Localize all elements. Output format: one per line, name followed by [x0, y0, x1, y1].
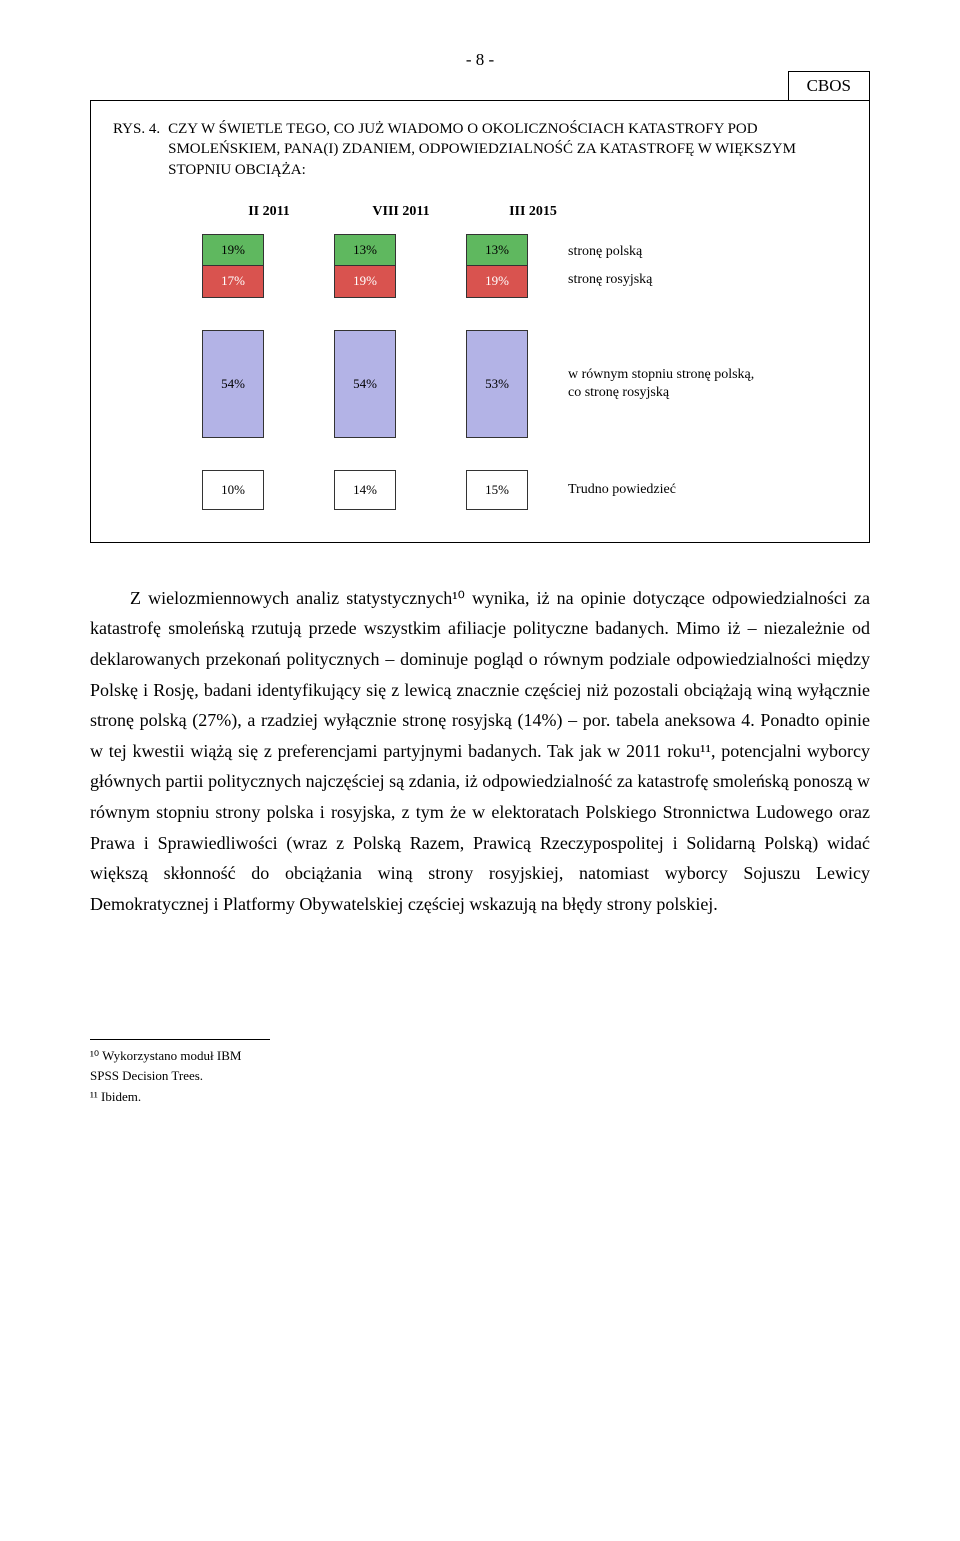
seg-mid-1: 54%	[334, 330, 396, 438]
footnote-11: ¹¹ Ibidem.	[90, 1087, 270, 1107]
chart-top-block: 19% 17% 13% 19% 13% 19% stronę polską st…	[202, 234, 758, 298]
chart-box: CBOS RYS. 4. CZY W ŚWIETLE TEGO, CO JUŻ …	[90, 100, 870, 543]
legend-cat-1: stronę rosyjską	[568, 271, 758, 289]
seg-top-0-1: 13%	[334, 234, 396, 266]
legend-top: stronę polską stronę rosyjską	[568, 243, 758, 289]
legend-bot: Trudno powiedzieć	[568, 481, 758, 499]
seg-top-0-2: 13%	[466, 234, 528, 266]
page-number: - 8 -	[90, 50, 870, 70]
seg-mid-0: 54%	[202, 330, 264, 438]
chart-area: II 2011 VIII 2011 III 2015 19% 17% 13% 1…	[113, 204, 847, 520]
body-paragraph: Z wielozmiennowych analiz statystycznych…	[90, 583, 870, 920]
seg-bot-0: 10%	[202, 470, 264, 510]
seg-top-1-2: 19%	[466, 266, 528, 298]
chart-mid-block: 54% 54% 53% w równym stopniu stronę pols…	[202, 330, 758, 438]
chart-year-labels: II 2011 VIII 2011 III 2015	[237, 204, 565, 220]
seg-top-1-0: 17%	[202, 266, 264, 298]
chart-bot-block: 10% 14% 15% Trudno powiedzieć	[202, 470, 758, 510]
seg-top-0-0: 19%	[202, 234, 264, 266]
seg-top-1-1: 19%	[334, 266, 396, 298]
legend-cat-0: stronę polską	[568, 243, 758, 261]
year-1: VIII 2011	[369, 204, 433, 220]
cbos-label: CBOS	[788, 71, 870, 101]
footnote-10: ¹⁰ Wykorzystano moduł IBM SPSS Decision …	[90, 1046, 270, 1085]
chart-title-text: CZY W ŚWIETLE TEGO, CO JUŻ WIADOMO O OKO…	[168, 119, 847, 180]
chart-ref: RYS. 4.	[113, 119, 160, 139]
footnotes: ¹⁰ Wykorzystano moduł IBM SPSS Decision …	[90, 1039, 270, 1107]
seg-mid-2: 53%	[466, 330, 528, 438]
year-0: II 2011	[237, 204, 301, 220]
legend-mid: w równym stopniu stronę polską, co stron…	[568, 366, 758, 402]
seg-bot-1: 14%	[334, 470, 396, 510]
year-2: III 2015	[501, 204, 565, 220]
seg-bot-2: 15%	[466, 470, 528, 510]
chart-title: RYS. 4. CZY W ŚWIETLE TEGO, CO JUŻ WIADO…	[113, 119, 847, 180]
